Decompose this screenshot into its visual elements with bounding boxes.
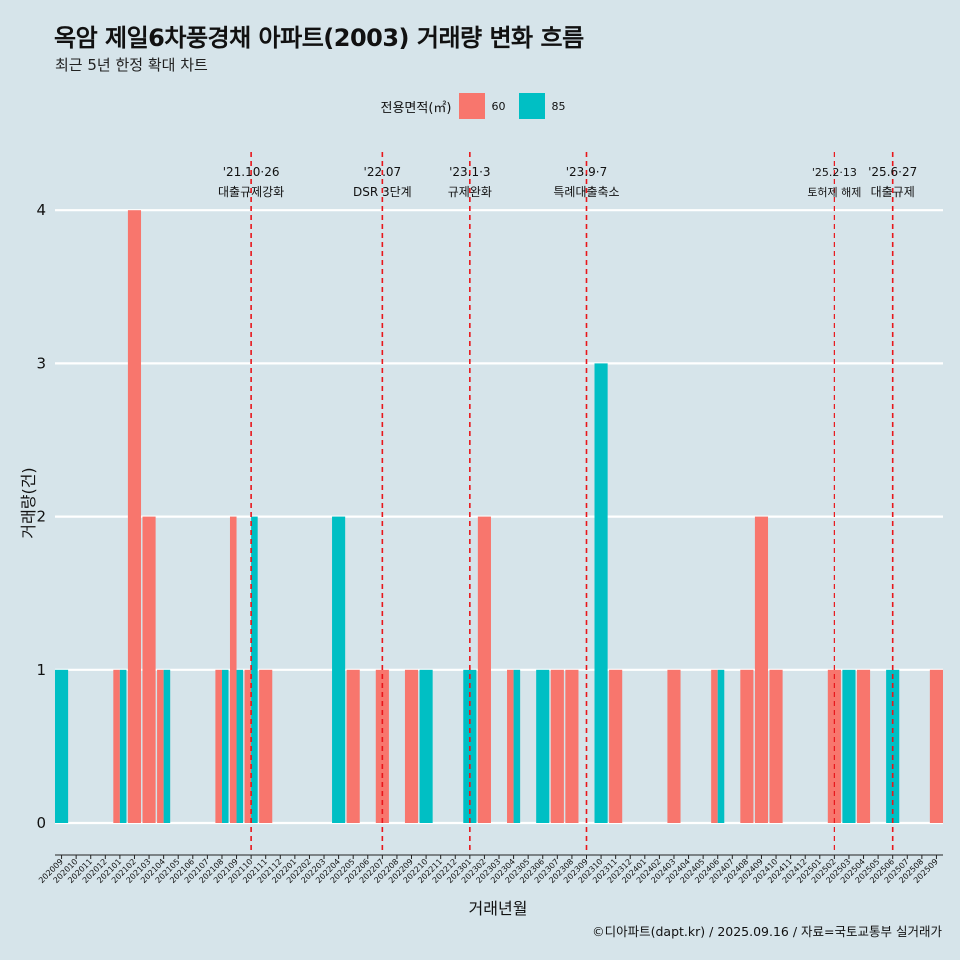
bar-60-202102: [127, 210, 142, 823]
bar-60-202403: [667, 669, 681, 823]
bar-60-202110: [244, 669, 252, 823]
bar-60-202410: [769, 669, 783, 823]
legend-swatch-60: [459, 93, 486, 119]
event-date-label: '23.1·3: [449, 165, 490, 179]
bar-85-202101: [119, 669, 127, 823]
bar-85-202109: [236, 669, 244, 823]
bar-85-202104: [163, 669, 171, 823]
bar-85-202210: [419, 669, 433, 823]
event-date-label: '25.2·13: [812, 166, 857, 179]
chart-title: 옥암 제일6차풍경채 아파트(2003) 거래량 변화 흐름: [54, 24, 584, 52]
bar-85-202306: [536, 669, 550, 823]
bar-60-202409: [754, 516, 769, 823]
y-tick-label: 3: [36, 354, 46, 372]
bar-85-202503: [842, 669, 856, 823]
event-label: 특례대출축소: [553, 185, 619, 199]
bar-85-202110: [251, 516, 258, 823]
grid-lines: [55, 209, 943, 825]
bar-60-202205: [346, 669, 360, 823]
source-caption: ©디아파트(dapt.kr) / 2025.09.16 / 자료=국토교통부 실…: [592, 924, 942, 939]
bar-60-202504: [856, 669, 871, 823]
bar-60-202302: [477, 516, 491, 823]
bar-85-202009: [55, 669, 69, 823]
legend-swatch-85: [519, 93, 546, 119]
bar-60-202307: [550, 669, 564, 823]
event-label: 대출규제: [871, 185, 915, 199]
y-tick-label: 2: [36, 508, 46, 526]
bar-60-202101: [113, 669, 120, 823]
x-axis-title: 거래년월: [469, 899, 528, 918]
bar-60-202408: [740, 669, 754, 823]
bar-60-202111: [259, 669, 273, 823]
y-tick-label: 0: [36, 814, 46, 832]
bar-85-202204: [332, 516, 346, 823]
bar-85-202310: [594, 363, 608, 823]
bar-60-202311: [609, 669, 623, 823]
bar-60-202308: [565, 669, 579, 823]
event-date-label: '23.9·7: [566, 165, 607, 179]
event-label: 토허제 해제: [807, 185, 861, 199]
event-label: DSR 3단계: [353, 185, 412, 199]
bar-60-202109: [229, 516, 237, 823]
y-tick-label: 4: [36, 201, 46, 219]
bar-60-202103: [142, 516, 156, 823]
y-axis-title: 거래량(건): [19, 467, 38, 538]
bar-60-202509: [929, 669, 943, 823]
y-tick-label: 1: [36, 661, 46, 679]
event-label: 대출규제강화: [218, 185, 284, 199]
legend-label-60: 60: [491, 99, 506, 113]
bar-60-202406: [711, 669, 718, 823]
event-annotations: '21.10·26 대출규제강화 '22.07 DSR 3단계 '23.1·3 규제완화 '…: [218, 152, 917, 852]
event-date-label: '22.07: [364, 165, 402, 179]
bar-85-202108: [221, 669, 229, 823]
bars: [55, 210, 943, 823]
bar-60-202304: [507, 669, 514, 823]
legend: 전용면적(㎡) 60 85: [0, 93, 960, 119]
event-date-label: '21.10·26: [223, 165, 280, 179]
chart-subtitle: 최근 5년 한정 확대 차트: [55, 56, 208, 74]
bar-85-202406: [717, 669, 725, 823]
bar-60-202108: [215, 669, 222, 823]
event-label: 규제완화: [448, 185, 492, 199]
bar-85-202304: [513, 669, 521, 823]
event-date-label: '25.6·27: [868, 165, 917, 179]
bar-60-202104: [157, 669, 164, 823]
legend-title: 전용면적(㎡): [380, 100, 452, 116]
bar-60-202209: [404, 669, 419, 823]
legend-label-85: 85: [551, 99, 566, 113]
